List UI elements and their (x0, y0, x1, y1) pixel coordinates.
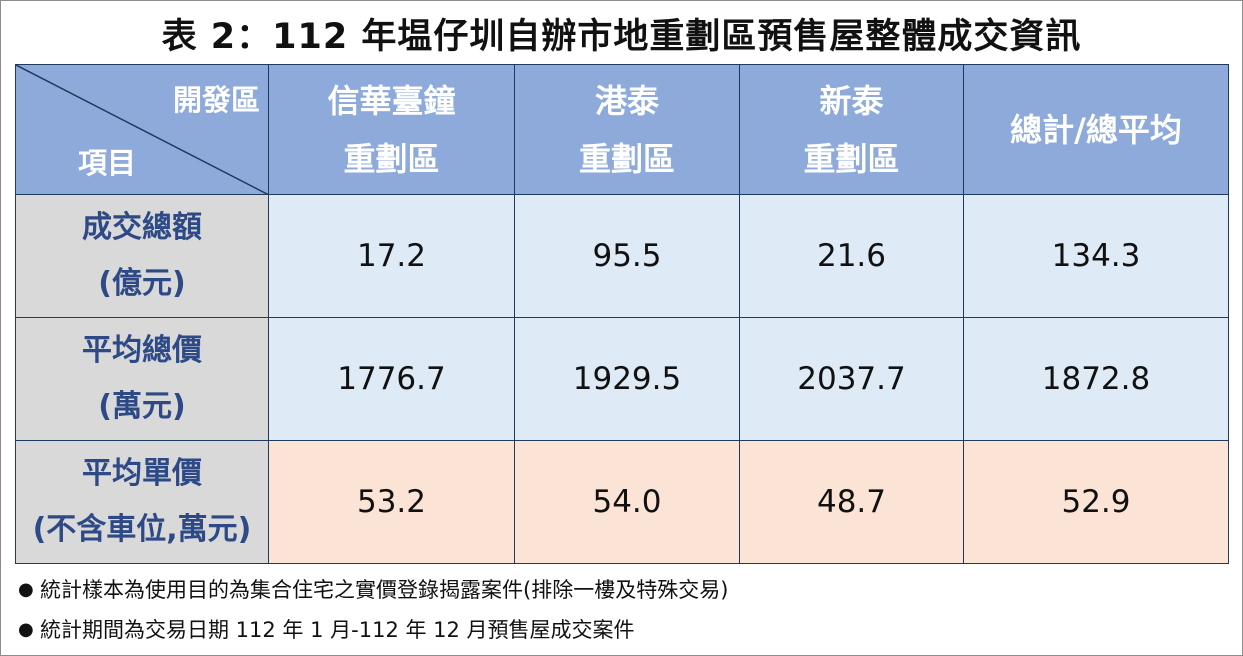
row-label-line1: 平均單價 (82, 456, 202, 491)
row-label-avg-total-price: 平均總價 (萬元) (15, 317, 269, 441)
header-line2: 重劃區 (343, 139, 440, 178)
value-cell: 52.9 (963, 440, 1229, 564)
bullet-icon: ● (18, 579, 34, 600)
footnote-item: ● 統計樣本為使用目的為集合住宅之實價登錄揭露案件(排除一樓及特殊交易) (18, 570, 728, 610)
value-cell: 1776.7 (268, 317, 515, 441)
header-line2: 重劃區 (578, 139, 675, 178)
footnote-item: ● 統計期間為交易日期 112 年 1 月-112 年 12 月預售屋成交案件 (18, 610, 728, 650)
footnotes: ● 統計樣本為使用目的為集合住宅之實價登錄揭露案件(排除一樓及特殊交易) ● 統… (18, 570, 728, 650)
value-cell: 17.2 (268, 194, 515, 318)
bullet-icon: ● (18, 619, 34, 640)
diagonal-divider (16, 65, 269, 195)
value-cell: 53.2 (268, 440, 515, 564)
footnote-text: 統計期間為交易日期 112 年 1 月-112 年 12 月預售屋成交案件 (40, 618, 635, 642)
row-label-line2: (不含車位,萬元) (32, 512, 252, 547)
corner-label-district: 開發區 (172, 83, 260, 117)
value-cell: 95.5 (514, 194, 740, 318)
value-cell: 54.0 (514, 440, 740, 564)
value-cell: 1872.8 (963, 317, 1229, 441)
row-label-line2: (萬元) (98, 389, 186, 424)
table-row: 成交總額 (億元) 17.2 95.5 21.6 134.3 (15, 194, 1229, 318)
row-label-line2: (億元) (98, 266, 186, 301)
header-row: 開發區 項目 信華臺鐘 重劃區 港泰 重劃區 新泰 重劃區 總計/總平均 (15, 64, 1229, 195)
header-cell-xinhua: 信華臺鐘 重劃區 (268, 64, 515, 195)
header-line1: 港泰 (594, 81, 659, 120)
transaction-table: 開發區 項目 信華臺鐘 重劃區 港泰 重劃區 新泰 重劃區 總計/總平均 成交總… (15, 64, 1229, 564)
row-label-total-amount: 成交總額 (億元) (15, 194, 269, 318)
corner-label-item: 項目 (78, 146, 137, 180)
table-row: 平均總價 (萬元) 1776.7 1929.5 2037.7 1872.8 (15, 317, 1229, 441)
row-label-avg-unit-price: 平均單價 (不含車位,萬元) (15, 440, 269, 564)
header-line1: 總計/總平均 (1010, 110, 1182, 149)
header-line1: 新泰 (819, 81, 884, 120)
value-cell: 134.3 (963, 194, 1229, 318)
header-cell-xintai: 新泰 重劃區 (739, 64, 964, 195)
table-title: 表 2：112 年塭仔圳自辦市地重劃區預售屋整體成交資訊 (161, 17, 1082, 57)
row-label-line1: 成交總額 (82, 210, 202, 245)
header-line2: 重劃區 (803, 139, 900, 178)
table-row: 平均單價 (不含車位,萬元) 53.2 54.0 48.7 52.9 (15, 440, 1229, 564)
value-cell: 2037.7 (739, 317, 964, 441)
value-cell: 1929.5 (514, 317, 740, 441)
footnote-text: 統計樣本為使用目的為集合住宅之實價登錄揭露案件(排除一樓及特殊交易) (40, 578, 729, 602)
value-cell: 21.6 (739, 194, 964, 318)
corner-header-cell: 開發區 項目 (15, 64, 269, 195)
header-cell-total: 總計/總平均 (963, 64, 1229, 195)
row-label-line1: 平均總價 (82, 333, 202, 368)
header-cell-gangtai: 港泰 重劃區 (514, 64, 740, 195)
value-cell: 48.7 (739, 440, 964, 564)
header-line1: 信華臺鐘 (327, 81, 456, 120)
